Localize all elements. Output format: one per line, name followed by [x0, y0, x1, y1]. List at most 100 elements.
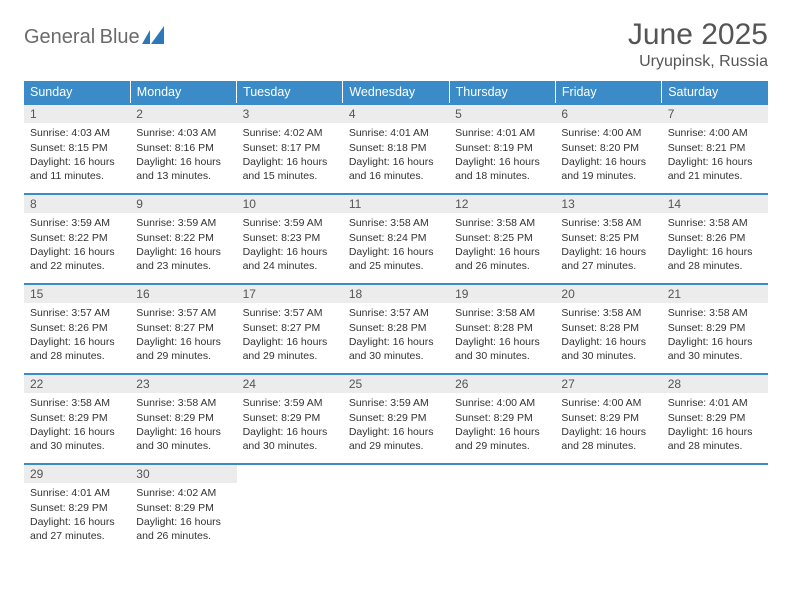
day-number: 15 — [24, 285, 130, 303]
day-info: Sunrise: 3:59 AMSunset: 8:22 PMDaylight:… — [24, 213, 130, 279]
day-info: Sunrise: 3:58 AMSunset: 8:25 PMDaylight:… — [555, 213, 661, 279]
day-info: Sunrise: 3:58 AMSunset: 8:29 PMDaylight:… — [24, 393, 130, 459]
day-info: Sunrise: 3:57 AMSunset: 8:27 PMDaylight:… — [130, 303, 236, 369]
calendar-cell: 12Sunrise: 3:58 AMSunset: 8:25 PMDayligh… — [449, 194, 555, 284]
calendar-cell: 24Sunrise: 3:59 AMSunset: 8:29 PMDayligh… — [237, 374, 343, 464]
calendar-cell — [662, 464, 768, 553]
calendar-cell: 8Sunrise: 3:59 AMSunset: 8:22 PMDaylight… — [24, 194, 130, 284]
day-info: Sunrise: 3:59 AMSunset: 8:29 PMDaylight:… — [343, 393, 449, 459]
day-number: 9 — [130, 195, 236, 213]
calendar-cell: 29Sunrise: 4:01 AMSunset: 8:29 PMDayligh… — [24, 464, 130, 553]
day-info: Sunrise: 3:58 AMSunset: 8:28 PMDaylight:… — [449, 303, 555, 369]
logo-word1: General — [24, 26, 95, 48]
day-info: Sunrise: 4:01 AMSunset: 8:29 PMDaylight:… — [662, 393, 768, 459]
header: General Blue June 2025 Uryupinsk, Russia — [24, 18, 768, 71]
day-info: Sunrise: 4:03 AMSunset: 8:15 PMDaylight:… — [24, 123, 130, 189]
calendar-cell — [237, 464, 343, 553]
calendar-cell: 26Sunrise: 4:00 AMSunset: 8:29 PMDayligh… — [449, 374, 555, 464]
calendar-cell: 27Sunrise: 4:00 AMSunset: 8:29 PMDayligh… — [555, 374, 661, 464]
day-info: Sunrise: 3:58 AMSunset: 8:29 PMDaylight:… — [130, 393, 236, 459]
day-number: 10 — [237, 195, 343, 213]
day-info: Sunrise: 3:57 AMSunset: 8:28 PMDaylight:… — [343, 303, 449, 369]
day-number: 27 — [555, 375, 661, 393]
day-info: Sunrise: 3:58 AMSunset: 8:28 PMDaylight:… — [555, 303, 661, 369]
day-number: 24 — [237, 375, 343, 393]
weekday-header: Sunday — [24, 81, 130, 104]
calendar-cell: 9Sunrise: 3:59 AMSunset: 8:22 PMDaylight… — [130, 194, 236, 284]
weekday-header-row: SundayMondayTuesdayWednesdayThursdayFrid… — [24, 81, 768, 104]
day-number: 6 — [555, 105, 661, 123]
day-info: Sunrise: 3:58 AMSunset: 8:25 PMDaylight:… — [449, 213, 555, 279]
calendar-cell: 10Sunrise: 3:59 AMSunset: 8:23 PMDayligh… — [237, 194, 343, 284]
day-number: 28 — [662, 375, 768, 393]
day-info: Sunrise: 3:57 AMSunset: 8:26 PMDaylight:… — [24, 303, 130, 369]
location: Uryupinsk, Russia — [628, 53, 768, 71]
calendar-cell — [555, 464, 661, 553]
day-info: Sunrise: 3:59 AMSunset: 8:23 PMDaylight:… — [237, 213, 343, 279]
day-number: 8 — [24, 195, 130, 213]
calendar-cell: 11Sunrise: 3:58 AMSunset: 8:24 PMDayligh… — [343, 194, 449, 284]
day-number: 16 — [130, 285, 236, 303]
calendar-cell: 4Sunrise: 4:01 AMSunset: 8:18 PMDaylight… — [343, 104, 449, 194]
calendar-row: 1Sunrise: 4:03 AMSunset: 8:15 PMDaylight… — [24, 104, 768, 194]
day-info: Sunrise: 3:59 AMSunset: 8:22 PMDaylight:… — [130, 213, 236, 279]
calendar-cell: 2Sunrise: 4:03 AMSunset: 8:16 PMDaylight… — [130, 104, 236, 194]
day-info: Sunrise: 3:59 AMSunset: 8:29 PMDaylight:… — [237, 393, 343, 459]
day-number: 29 — [24, 465, 130, 483]
weekday-header: Thursday — [449, 81, 555, 104]
day-number: 21 — [662, 285, 768, 303]
day-info: Sunrise: 3:58 AMSunset: 8:26 PMDaylight:… — [662, 213, 768, 279]
calendar-cell: 1Sunrise: 4:03 AMSunset: 8:15 PMDaylight… — [24, 104, 130, 194]
calendar-cell: 15Sunrise: 3:57 AMSunset: 8:26 PMDayligh… — [24, 284, 130, 374]
calendar-row: 8Sunrise: 3:59 AMSunset: 8:22 PMDaylight… — [24, 194, 768, 284]
calendar-cell: 25Sunrise: 3:59 AMSunset: 8:29 PMDayligh… — [343, 374, 449, 464]
weekday-header: Saturday — [662, 81, 768, 104]
day-number: 5 — [449, 105, 555, 123]
calendar-cell: 21Sunrise: 3:58 AMSunset: 8:29 PMDayligh… — [662, 284, 768, 374]
day-number: 7 — [662, 105, 768, 123]
day-number: 17 — [237, 285, 343, 303]
day-info: Sunrise: 4:00 AMSunset: 8:21 PMDaylight:… — [662, 123, 768, 189]
weekday-header: Tuesday — [237, 81, 343, 104]
day-info: Sunrise: 4:01 AMSunset: 8:29 PMDaylight:… — [24, 483, 130, 549]
logo-word2: Blue — [100, 26, 140, 48]
calendar-cell: 5Sunrise: 4:01 AMSunset: 8:19 PMDaylight… — [449, 104, 555, 194]
calendar-row: 22Sunrise: 3:58 AMSunset: 8:29 PMDayligh… — [24, 374, 768, 464]
day-number: 13 — [555, 195, 661, 213]
day-number: 22 — [24, 375, 130, 393]
day-info: Sunrise: 4:02 AMSunset: 8:17 PMDaylight:… — [237, 123, 343, 189]
day-number: 3 — [237, 105, 343, 123]
calendar-cell: 20Sunrise: 3:58 AMSunset: 8:28 PMDayligh… — [555, 284, 661, 374]
day-number: 19 — [449, 285, 555, 303]
calendar-cell: 13Sunrise: 3:58 AMSunset: 8:25 PMDayligh… — [555, 194, 661, 284]
calendar-row: 29Sunrise: 4:01 AMSunset: 8:29 PMDayligh… — [24, 464, 768, 553]
calendar-cell: 14Sunrise: 3:58 AMSunset: 8:26 PMDayligh… — [662, 194, 768, 284]
day-number: 1 — [24, 105, 130, 123]
day-number: 12 — [449, 195, 555, 213]
day-info: Sunrise: 4:03 AMSunset: 8:16 PMDaylight:… — [130, 123, 236, 189]
day-number: 18 — [343, 285, 449, 303]
day-number: 4 — [343, 105, 449, 123]
calendar-cell — [449, 464, 555, 553]
calendar-cell: 23Sunrise: 3:58 AMSunset: 8:29 PMDayligh… — [130, 374, 236, 464]
calendar-cell: 19Sunrise: 3:58 AMSunset: 8:28 PMDayligh… — [449, 284, 555, 374]
calendar-cell — [343, 464, 449, 553]
day-info: Sunrise: 3:58 AMSunset: 8:29 PMDaylight:… — [662, 303, 768, 369]
title-block: June 2025 Uryupinsk, Russia — [628, 18, 768, 71]
day-number: 25 — [343, 375, 449, 393]
weekday-header: Friday — [555, 81, 661, 104]
day-info: Sunrise: 4:02 AMSunset: 8:29 PMDaylight:… — [130, 483, 236, 549]
calendar-cell: 7Sunrise: 4:00 AMSunset: 8:21 PMDaylight… — [662, 104, 768, 194]
calendar-cell: 6Sunrise: 4:00 AMSunset: 8:20 PMDaylight… — [555, 104, 661, 194]
day-number: 23 — [130, 375, 236, 393]
day-info: Sunrise: 3:57 AMSunset: 8:27 PMDaylight:… — [237, 303, 343, 369]
day-info: Sunrise: 4:01 AMSunset: 8:19 PMDaylight:… — [449, 123, 555, 189]
calendar-cell: 28Sunrise: 4:01 AMSunset: 8:29 PMDayligh… — [662, 374, 768, 464]
calendar-cell: 18Sunrise: 3:57 AMSunset: 8:28 PMDayligh… — [343, 284, 449, 374]
day-info: Sunrise: 4:01 AMSunset: 8:18 PMDaylight:… — [343, 123, 449, 189]
calendar-cell: 3Sunrise: 4:02 AMSunset: 8:17 PMDaylight… — [237, 104, 343, 194]
calendar-cell: 16Sunrise: 3:57 AMSunset: 8:27 PMDayligh… — [130, 284, 236, 374]
logo: General Blue — [24, 18, 170, 51]
calendar-cell: 22Sunrise: 3:58 AMSunset: 8:29 PMDayligh… — [24, 374, 130, 464]
day-info: Sunrise: 4:00 AMSunset: 8:20 PMDaylight:… — [555, 123, 661, 189]
